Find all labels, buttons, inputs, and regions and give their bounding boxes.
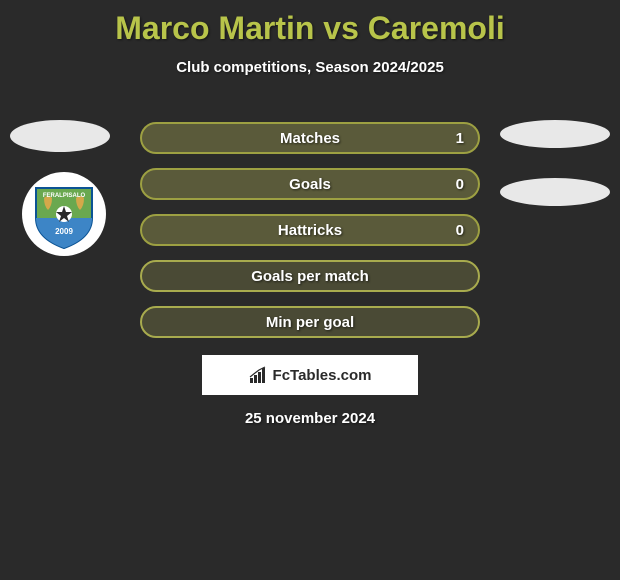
bar-label-gpm: Goals per match <box>251 268 369 285</box>
date-text: 25 november 2024 <box>0 410 620 427</box>
page-title: Marco Martin vs Caremoli <box>0 0 620 47</box>
subtitle: Club competitions, Season 2024/2025 <box>0 59 620 76</box>
brand-box: FcTables.com <box>202 355 418 395</box>
bar-goals: Goals 0 <box>140 168 480 200</box>
bar-goals-per-match: Goals per match <box>140 260 480 292</box>
bar-value-goals: 0 <box>456 176 464 193</box>
bar-value-matches: 1 <box>456 130 464 147</box>
player2-placeholder-ellipse-1 <box>500 120 610 148</box>
brand-text: FcTables.com <box>273 367 372 384</box>
bar-value-hattricks: 0 <box>456 222 464 239</box>
player2-placeholder-ellipse-2 <box>500 178 610 206</box>
bar-label-matches: Matches <box>280 130 340 147</box>
bar-label-hattricks: Hattricks <box>278 222 342 239</box>
left-column: FERALPISALO 2009 <box>10 120 110 256</box>
svg-text:2009: 2009 <box>55 227 73 236</box>
bar-label-goals: Goals <box>289 176 331 193</box>
bar-min-per-goal: Min per goal <box>140 306 480 338</box>
svg-text:FERALPISALO: FERALPISALO <box>43 193 86 199</box>
stats-bars: Matches 1 Goals 0 Hattricks 0 Goals per … <box>140 122 480 352</box>
club-badge: FERALPISALO 2009 <box>22 172 106 256</box>
right-column <box>500 120 610 236</box>
bar-label-mpg: Min per goal <box>266 314 354 331</box>
bar-matches: Matches 1 <box>140 122 480 154</box>
bar-hattricks: Hattricks 0 <box>140 214 480 246</box>
badge-shield: FERALPISALO 2009 <box>28 178 100 250</box>
player1-placeholder-ellipse <box>10 120 110 152</box>
brand-chart-icon <box>249 366 267 384</box>
